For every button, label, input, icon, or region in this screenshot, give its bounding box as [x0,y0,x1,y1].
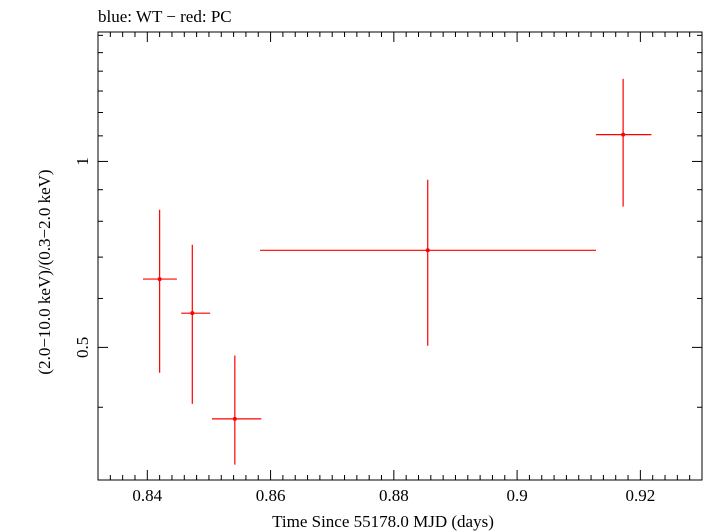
data-point [181,244,211,404]
axis-ticks [98,32,703,480]
data-point [212,355,262,465]
x-tick-label: 0.86 [256,486,286,505]
tick-labels: 0.84 0.86 0.88 0.9 0.92 0.5 1 [73,157,655,505]
y-axis-label: (2.0−10.0 keV)/(0.3−2.0 keV) [35,169,54,374]
x-axis-label: Time Since 55178.0 MJD (days) [272,512,494,531]
x-tick-label: 0.9 [506,486,527,505]
y-tick-label: 1 [73,157,92,166]
data-point [595,78,652,207]
x-tick-label: 0.88 [379,486,409,505]
data-point [260,179,596,346]
point-marker [621,132,626,137]
plot-frame [97,31,703,481]
data-points [142,78,652,465]
data-point [142,209,177,373]
x-tick-label: 0.84 [132,486,162,505]
y-tick-label: 0.5 [73,337,92,358]
point-marker [425,248,430,253]
point-marker [232,416,237,421]
chart-title: blue: WT − red: PC [98,7,232,26]
x-tick-label: 0.92 [625,486,655,505]
point-marker [157,277,162,282]
point-marker [190,311,195,316]
